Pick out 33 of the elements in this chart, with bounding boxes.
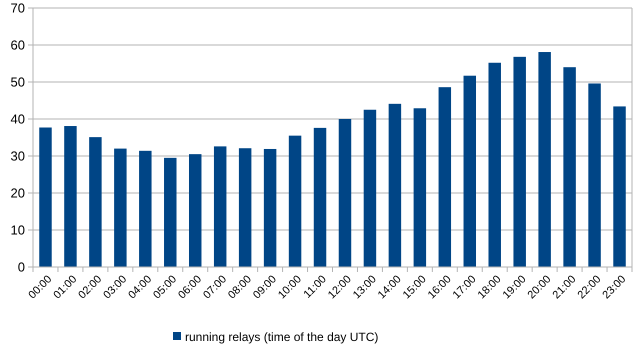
bar bbox=[438, 87, 452, 267]
bar bbox=[314, 128, 326, 267]
bar bbox=[513, 56, 526, 267]
bar bbox=[188, 154, 202, 267]
bar bbox=[613, 106, 626, 267]
legend-label: running relays (time of the day UTC) bbox=[185, 330, 378, 344]
bar bbox=[563, 67, 576, 267]
bar bbox=[114, 148, 127, 267]
bar bbox=[214, 146, 226, 267]
y-tick-label: 70 bbox=[10, 0, 25, 16]
bar bbox=[238, 148, 252, 267]
y-tick-label: 0 bbox=[18, 260, 25, 275]
bar bbox=[588, 83, 601, 267]
bar bbox=[338, 119, 352, 267]
bar bbox=[388, 104, 402, 267]
bar bbox=[464, 76, 476, 267]
bar bbox=[264, 148, 276, 267]
bar bbox=[414, 108, 426, 267]
y-tick-label: 30 bbox=[10, 148, 25, 164]
y-tick-label: 20 bbox=[10, 186, 25, 201]
bar bbox=[538, 52, 551, 267]
bar bbox=[164, 158, 177, 267]
bar bbox=[364, 110, 376, 267]
y-tick-label: 60 bbox=[10, 38, 25, 53]
y-tick-label: 50 bbox=[10, 74, 25, 90]
bar bbox=[288, 136, 302, 267]
bar bbox=[89, 137, 102, 267]
y-tick-label: 40 bbox=[10, 112, 25, 127]
y-tick-label: 10 bbox=[10, 222, 25, 238]
bar bbox=[488, 62, 501, 267]
bar bbox=[39, 128, 52, 267]
bar bbox=[139, 150, 152, 267]
bar bbox=[64, 126, 77, 267]
